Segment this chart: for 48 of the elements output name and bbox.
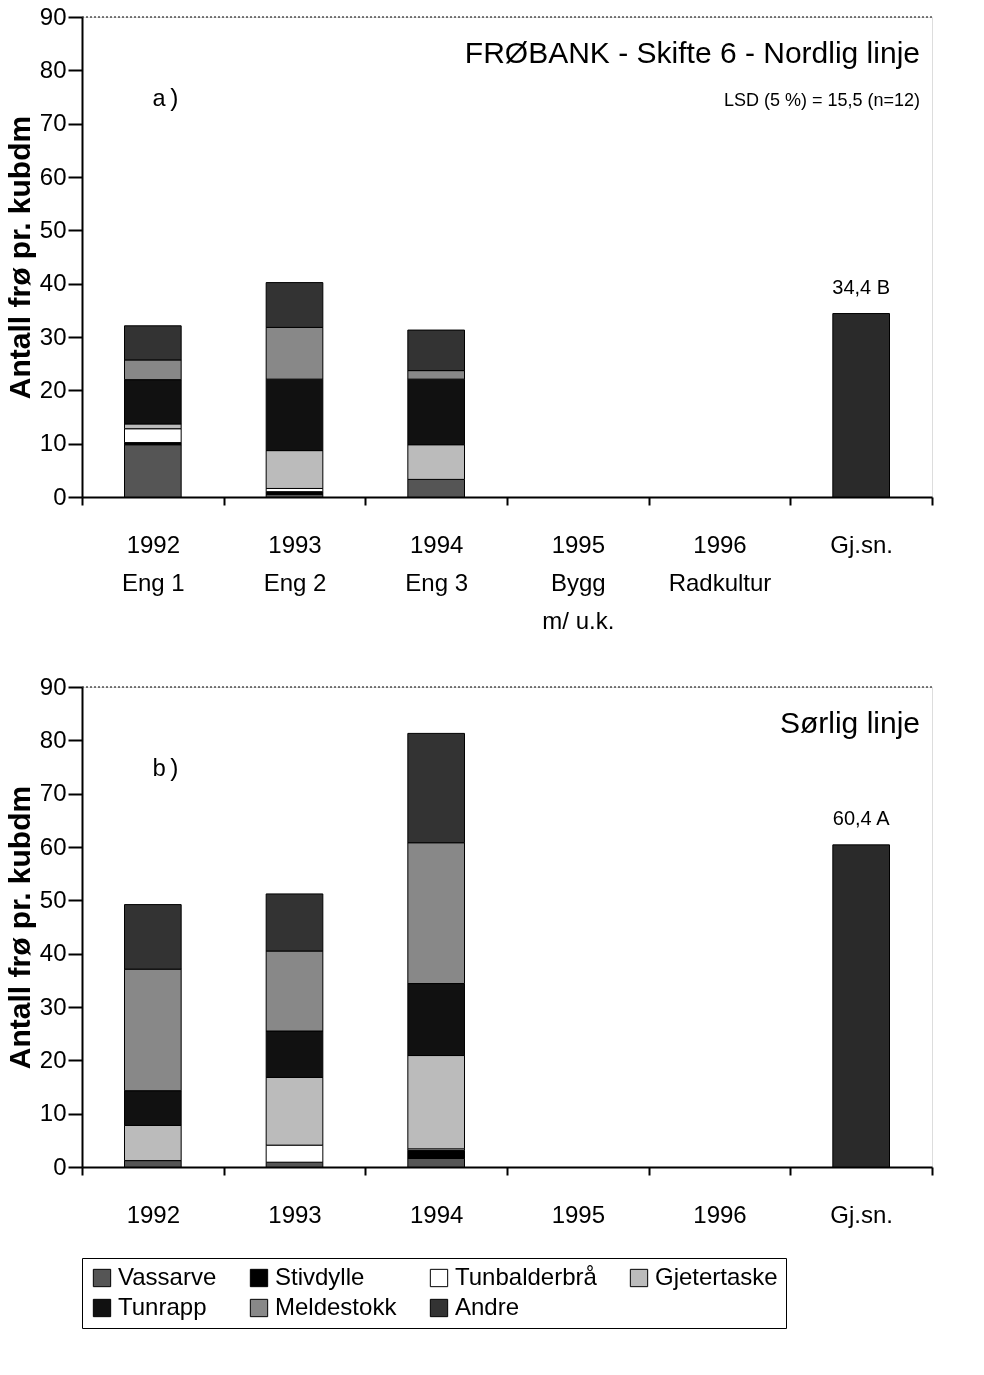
y-tick-label: 30 bbox=[39, 992, 67, 1020]
y-tick-label: 40 bbox=[39, 269, 67, 297]
y-axis-title: Antall frø pr. kubdm bbox=[2, 785, 36, 1070]
x-tick-label: 1994 bbox=[409, 1200, 464, 1228]
x-tick-label: 1993 Eng 2 bbox=[263, 530, 327, 596]
y-tick-label: 70 bbox=[39, 779, 67, 807]
y-tick-label: 50 bbox=[39, 885, 67, 913]
annotation: a) bbox=[152, 86, 181, 113]
y-tick-label: 80 bbox=[39, 55, 67, 83]
y-tick-label: 80 bbox=[39, 725, 67, 753]
legend-label: Stivdylle bbox=[275, 1263, 365, 1290]
x-tick-label: 1996 Radkultur bbox=[668, 530, 772, 596]
y-tick-label: 60 bbox=[39, 832, 67, 860]
x-tick-label: 1992 Eng 1 bbox=[121, 530, 185, 596]
x-tick-label: 1995 bbox=[551, 1200, 606, 1228]
y-tick-label: 30 bbox=[39, 322, 67, 350]
x-tick-label: 1996 bbox=[693, 1200, 747, 1228]
y-tick-label: 70 bbox=[39, 109, 67, 137]
y-tick-label: 20 bbox=[39, 375, 67, 403]
data-label: 34,4 B bbox=[832, 275, 891, 298]
legend-label: Tunrapp bbox=[118, 1293, 207, 1320]
y-tick-label: 90 bbox=[39, 672, 67, 700]
annotation: b) bbox=[152, 756, 181, 783]
x-tick-label: 1992 bbox=[126, 1200, 181, 1228]
annotation: LSD (5 %) = 15,5 (n=12) bbox=[723, 90, 920, 110]
y-tick-label: 50 bbox=[39, 215, 67, 243]
legend-label: Tunbalderbrå bbox=[455, 1263, 598, 1290]
legend-label: Meldestokk bbox=[275, 1293, 398, 1320]
y-tick-label: 90 bbox=[39, 2, 67, 30]
legend-label: Gjetertaske bbox=[655, 1263, 778, 1290]
y-tick-label: 0 bbox=[53, 482, 67, 510]
legend-label: Andre bbox=[455, 1293, 520, 1320]
y-tick-label: 20 bbox=[39, 1045, 67, 1073]
text: Sørlig linje bbox=[779, 706, 920, 739]
x-tick-label: Gj.sn. bbox=[830, 1200, 894, 1228]
y-tick-label: 60 bbox=[39, 162, 67, 190]
y-tick-label: 0 bbox=[53, 1152, 67, 1180]
text: FRØBANK - Skifte 6 - Nordlig linje bbox=[464, 36, 920, 69]
legend-label: Vassarve bbox=[118, 1263, 217, 1290]
x-tick-label: 1995 Bygg m/ u.k. bbox=[542, 530, 615, 634]
y-tick-label: 40 bbox=[39, 939, 67, 967]
y-tick-label: 10 bbox=[39, 429, 67, 457]
y-tick-label: 10 bbox=[39, 1099, 67, 1127]
x-tick-label: 1993 bbox=[268, 1200, 322, 1228]
y-axis-title: Antall frø pr. kubdm bbox=[2, 115, 36, 400]
data-label: 60,4 A bbox=[832, 806, 891, 829]
x-tick-label: 1994 Eng 3 bbox=[405, 530, 469, 596]
x-tick-label: Gj.sn. bbox=[830, 530, 894, 558]
